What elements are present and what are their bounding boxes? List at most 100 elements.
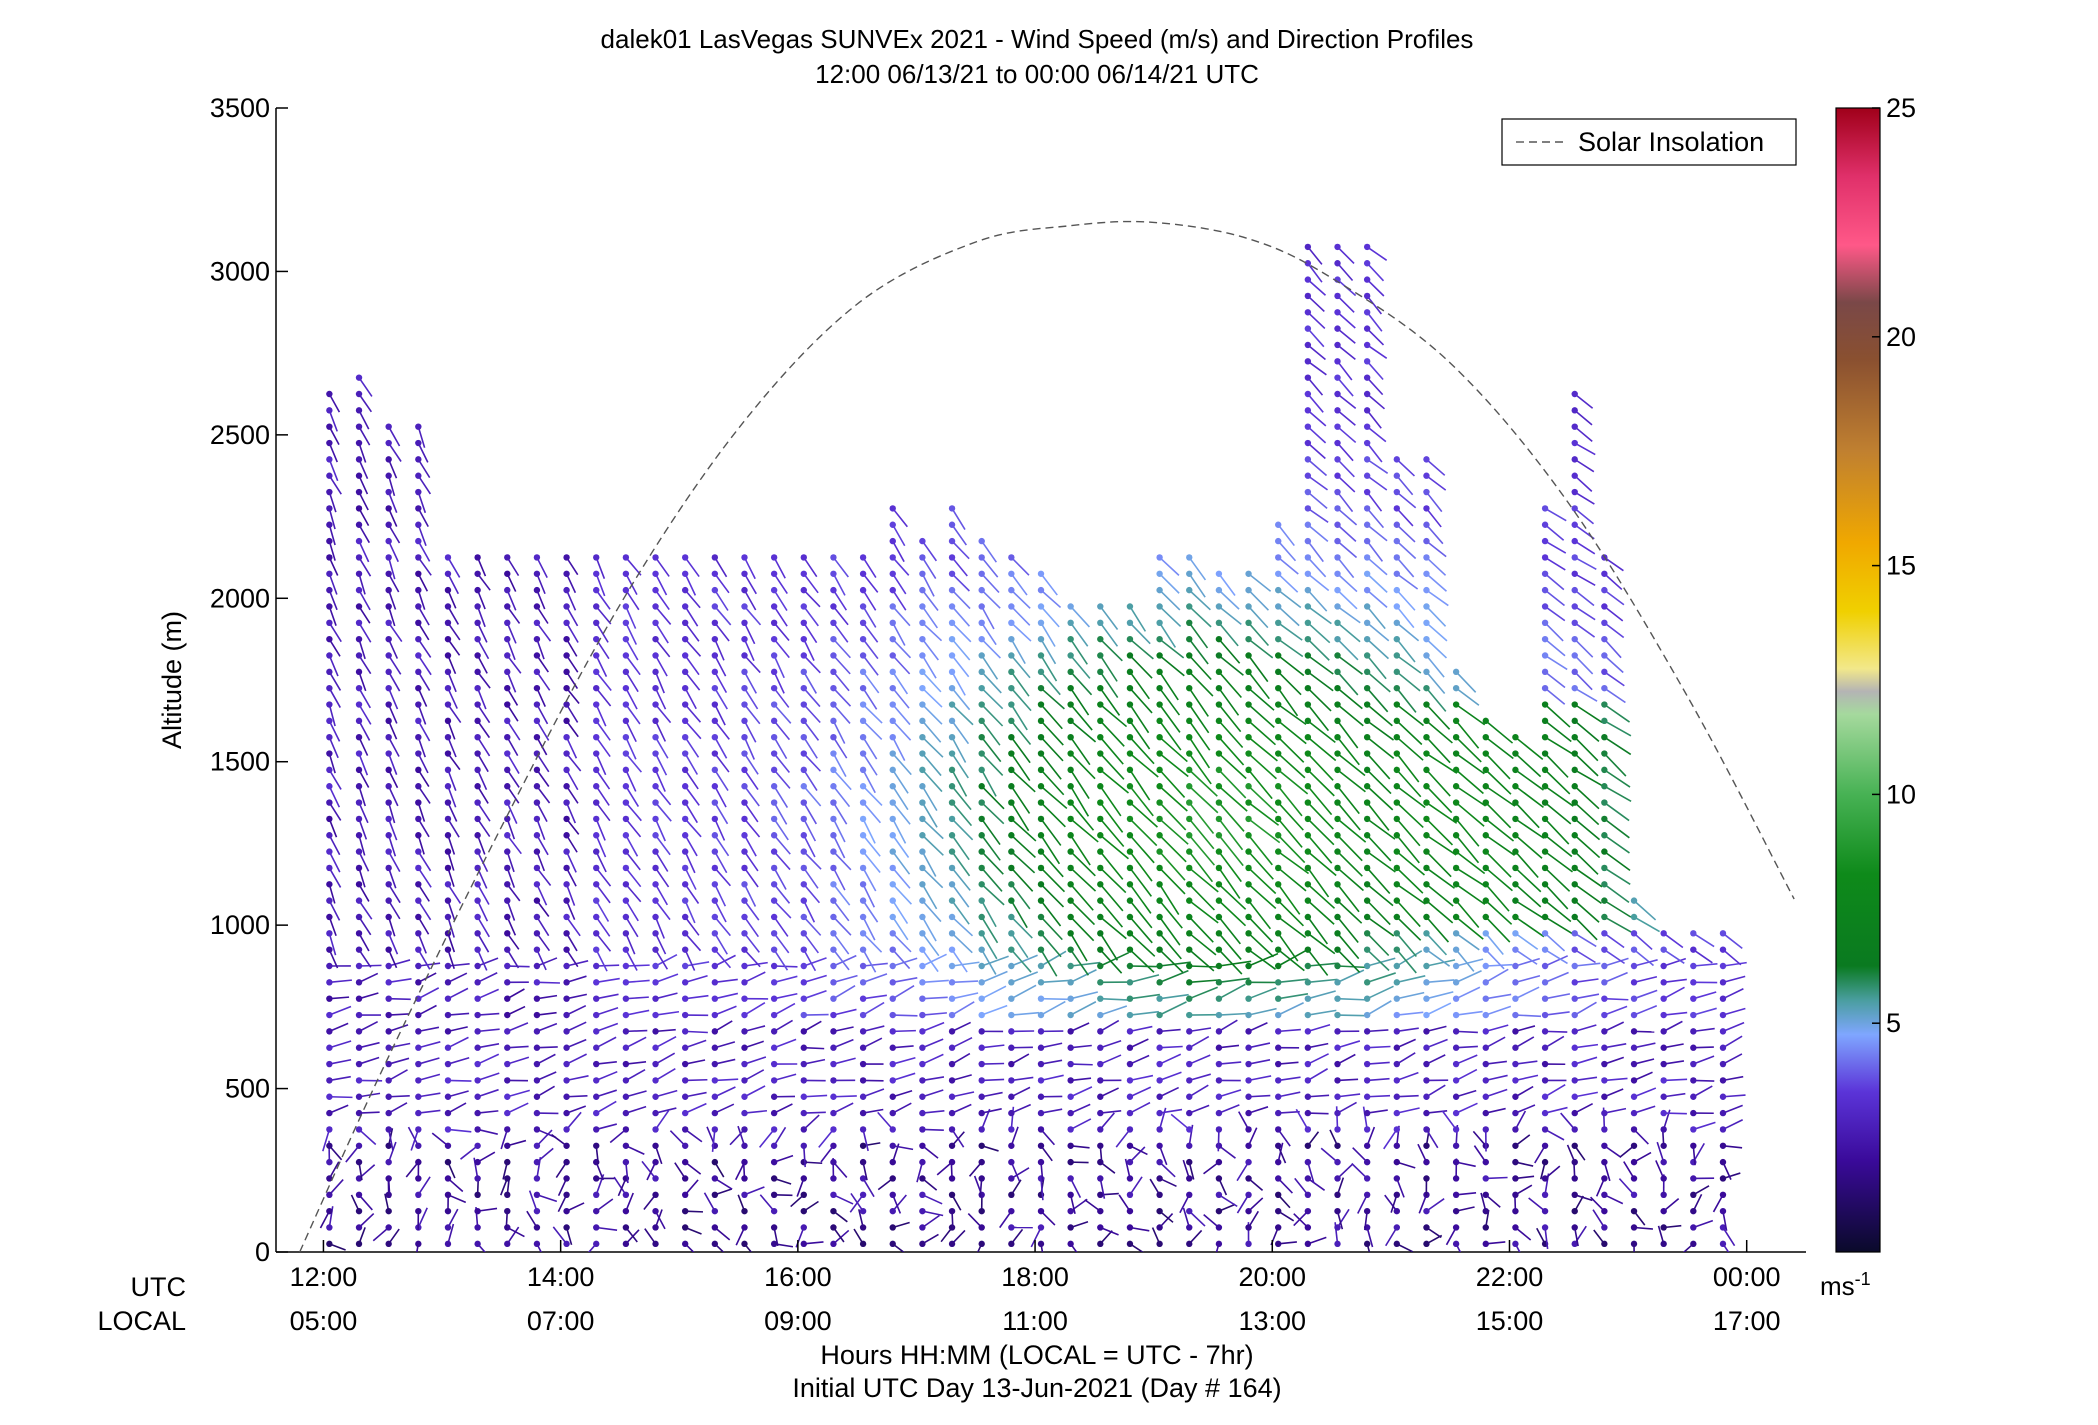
wind-barb <box>1603 899 1632 918</box>
wind-point <box>1067 750 1074 757</box>
wind-point <box>1452 668 1460 676</box>
wind-barb <box>447 1194 467 1204</box>
wind-point <box>326 537 333 545</box>
wind-point <box>1275 1077 1282 1084</box>
wind-point <box>563 913 570 921</box>
wind-barb <box>506 916 517 936</box>
wind-point <box>1601 1240 1608 1248</box>
wind-barb <box>1574 1091 1598 1098</box>
wind-barb <box>951 736 967 763</box>
wind-point <box>444 881 452 888</box>
wind-point <box>444 1191 452 1199</box>
wind-point <box>1334 1011 1341 1019</box>
wind-point <box>474 684 481 692</box>
wind-barb <box>566 960 589 967</box>
wind-barb <box>1099 1054 1122 1065</box>
wind-barb <box>345 1145 360 1163</box>
wind-barb <box>1277 573 1299 593</box>
wind-barb <box>981 622 997 646</box>
wind-barb <box>1574 638 1594 658</box>
wind-point <box>741 570 748 577</box>
wind-barb <box>1544 850 1573 873</box>
wind-point <box>326 815 333 823</box>
wind-point <box>1660 1191 1667 1199</box>
wind-point <box>1186 832 1193 839</box>
wind-point <box>1601 815 1608 823</box>
wind-point <box>770 979 778 986</box>
wind-barb <box>1574 948 1596 964</box>
wind-point <box>593 750 600 757</box>
wind-barb <box>1295 1108 1309 1130</box>
wind-barb <box>417 589 426 610</box>
wind-point <box>889 1126 896 1133</box>
wind-point <box>889 881 896 888</box>
wind-point <box>385 913 392 921</box>
wind-point <box>1363 832 1371 839</box>
wind-point <box>533 603 541 610</box>
wind-point <box>1156 1240 1163 1248</box>
wind-point <box>622 1191 630 1199</box>
wind-point <box>1452 1126 1460 1133</box>
wind-barb <box>655 1068 676 1082</box>
wind-point <box>1363 619 1371 626</box>
wind-point <box>593 832 600 839</box>
wind-point <box>355 1224 363 1231</box>
wind-barb <box>1158 671 1179 701</box>
wind-barb <box>1188 986 1218 1000</box>
wind-point <box>1452 913 1460 921</box>
wind-point <box>1423 1109 1430 1117</box>
wind-point <box>1630 979 1638 986</box>
wind-barb <box>417 785 431 804</box>
wind-barb <box>1336 377 1354 397</box>
wind-point <box>1304 684 1312 692</box>
wind-barb <box>1455 932 1480 951</box>
wind-point <box>1304 913 1312 921</box>
wind-barb <box>1485 785 1516 807</box>
wind-barb <box>862 834 881 857</box>
wind-point <box>1630 913 1638 921</box>
wind-point <box>504 554 511 561</box>
wind-barb <box>595 1100 617 1114</box>
wind-point <box>1304 243 1312 251</box>
wind-barb <box>625 638 639 661</box>
wind-barb <box>773 638 790 659</box>
wind-point <box>1423 488 1430 496</box>
wind-barb <box>1722 1007 1746 1016</box>
wind-point <box>1156 1109 1163 1117</box>
wind-point <box>622 1240 630 1248</box>
wind-point <box>1541 799 1549 806</box>
wind-point <box>1304 309 1312 316</box>
wind-point <box>1512 946 1519 953</box>
wind-barb <box>1366 262 1385 282</box>
wind-point <box>1304 1175 1312 1182</box>
wind-barb <box>641 1160 657 1179</box>
wind-barb <box>981 801 1005 825</box>
wind-barb <box>921 589 939 611</box>
wind-barb <box>862 994 887 1000</box>
wind-point <box>1482 979 1489 986</box>
wind-point <box>1601 717 1608 725</box>
wind-point <box>1037 603 1045 610</box>
wind-point <box>1215 946 1223 953</box>
wind-barb <box>1544 900 1572 923</box>
wind-point <box>1363 946 1371 953</box>
wind-point <box>770 717 778 725</box>
wind-point <box>1186 1175 1193 1182</box>
wind-point <box>1097 1028 1104 1035</box>
wind-point <box>681 1077 689 1084</box>
wind-barb <box>646 1161 657 1181</box>
wind-barb <box>1515 1104 1536 1114</box>
wind-point <box>1719 1191 1727 1199</box>
wind-point <box>504 1011 511 1019</box>
wind-barb <box>417 1207 428 1228</box>
wind-point <box>1008 881 1015 888</box>
wind-barb <box>625 1090 647 1098</box>
wind-barb <box>803 900 816 923</box>
wind-point <box>741 799 748 806</box>
wind-barb <box>1663 1043 1684 1049</box>
wind-barb <box>803 834 816 858</box>
wind-point <box>1245 1158 1252 1166</box>
wind-barb <box>892 671 909 695</box>
wind-barb <box>1337 1053 1356 1065</box>
wind-point <box>1363 1158 1371 1166</box>
